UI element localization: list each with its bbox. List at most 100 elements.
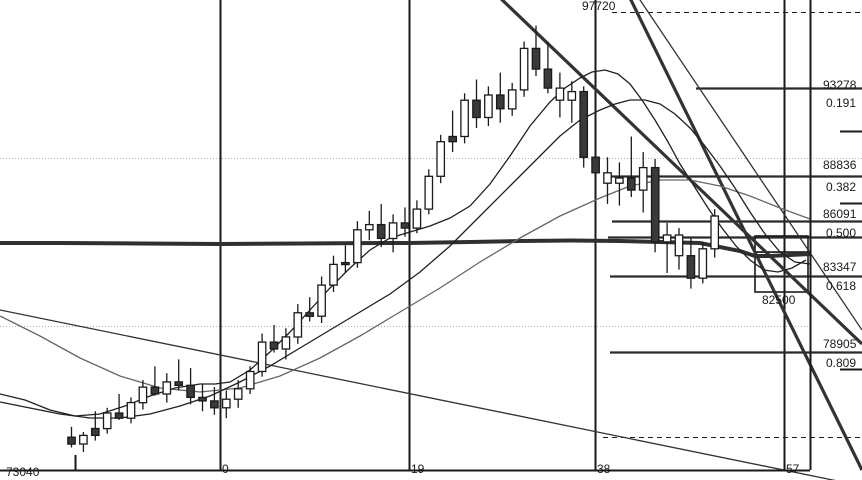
- candle: [257, 333, 267, 377]
- price-label-86091: 86091: [823, 207, 857, 221]
- candle-body: [555, 87, 565, 101]
- candle-body: [519, 47, 529, 91]
- candle-body: [79, 434, 88, 445]
- candle-body: [281, 336, 291, 350]
- annotation-low-73040: 73040: [6, 465, 40, 479]
- candle: [329, 255, 338, 292]
- candle-body: [579, 90, 589, 158]
- downtrend-inner: [639, 0, 862, 331]
- candle: [698, 241, 708, 284]
- candle: [591, 140, 600, 180]
- price-label-78905: 78905: [823, 337, 857, 351]
- candle: [436, 134, 446, 184]
- candle: [674, 228, 684, 270]
- candle: [555, 72, 565, 118]
- downtrend-lower: [629, 0, 862, 471]
- candle: [472, 79, 481, 128]
- candle: [376, 203, 386, 248]
- candle: [638, 152, 648, 213]
- candlestick-series: [67, 25, 720, 452]
- candle: [186, 368, 195, 405]
- x-tick-label-0: 0: [222, 462, 229, 476]
- candle: [448, 110, 458, 153]
- candle-body: [341, 261, 350, 266]
- candle-body: [543, 68, 553, 89]
- ma-mid-line: [0, 99, 811, 419]
- ma-slow-line: [0, 179, 811, 393]
- annotation-high-97720: 97720: [582, 0, 616, 13]
- x-tick-label-19: 19: [411, 462, 425, 476]
- candle: [90, 411, 100, 441]
- candle-body: [436, 141, 446, 177]
- candle: [412, 200, 422, 234]
- candle-body: [162, 381, 172, 395]
- candle-body: [626, 177, 636, 191]
- candle-body: [603, 172, 612, 184]
- candle-body: [305, 312, 315, 317]
- candle-body: [400, 222, 410, 229]
- candle: [162, 373, 172, 403]
- candle: [317, 276, 326, 324]
- candle-body: [269, 341, 279, 350]
- candle: [221, 390, 231, 419]
- candle: [626, 136, 636, 197]
- dashed-level-lines: [603, 12, 862, 438]
- candle-body: [90, 427, 100, 437]
- candle-body: [472, 99, 481, 119]
- candle: [495, 72, 505, 123]
- candle-body: [710, 215, 720, 250]
- candle-body: [698, 248, 708, 279]
- candle: [198, 383, 207, 412]
- candle-body: [591, 156, 600, 174]
- candle: [388, 214, 398, 253]
- candle-body: [102, 412, 112, 430]
- candle-body: [484, 94, 493, 119]
- candle-body: [650, 166, 660, 243]
- candle: [281, 328, 291, 360]
- candle-body: [376, 223, 386, 240]
- fib-label-0500: 0.500: [826, 226, 857, 240]
- candle: [579, 86, 589, 168]
- right-edge-ticks: [840, 130, 862, 371]
- candle: [603, 157, 612, 204]
- candle: [245, 366, 255, 394]
- axis-frame: [0, 0, 812, 472]
- candle: [150, 366, 160, 396]
- candle: [484, 86, 493, 127]
- candle-body: [424, 175, 434, 210]
- ma-long-flat-line: [0, 238, 811, 258]
- candle: [531, 25, 541, 76]
- candle-body: [686, 255, 696, 279]
- candle: [341, 245, 350, 273]
- candle-body: [114, 412, 124, 419]
- candle: [102, 407, 112, 434]
- price-label-93278: 93278: [823, 78, 857, 92]
- candle-body: [638, 166, 648, 191]
- candle-body: [221, 398, 231, 409]
- candle-body: [412, 208, 422, 229]
- candle: [233, 380, 243, 408]
- candle: [567, 81, 577, 123]
- candle-body: [615, 177, 624, 184]
- candle-body: [293, 312, 303, 338]
- candle-body: [662, 234, 672, 243]
- candle: [519, 41, 529, 97]
- candle-body: [674, 234, 684, 257]
- candle: [269, 324, 279, 353]
- candle: [79, 432, 88, 452]
- candle: [424, 169, 434, 215]
- candle-body: [388, 222, 398, 240]
- candle: [507, 82, 517, 116]
- price-label-88836: 88836: [823, 158, 857, 172]
- candle-body: [198, 396, 207, 402]
- candle-body: [67, 436, 76, 445]
- candle: [67, 426, 76, 448]
- candle: [138, 380, 148, 410]
- candle: [126, 397, 136, 424]
- horizontal-gridlines: [0, 158, 862, 327]
- fib-label-0809: 0.809: [826, 356, 857, 370]
- candle-body: [567, 90, 577, 101]
- annotation-82500: 82500: [762, 293, 796, 307]
